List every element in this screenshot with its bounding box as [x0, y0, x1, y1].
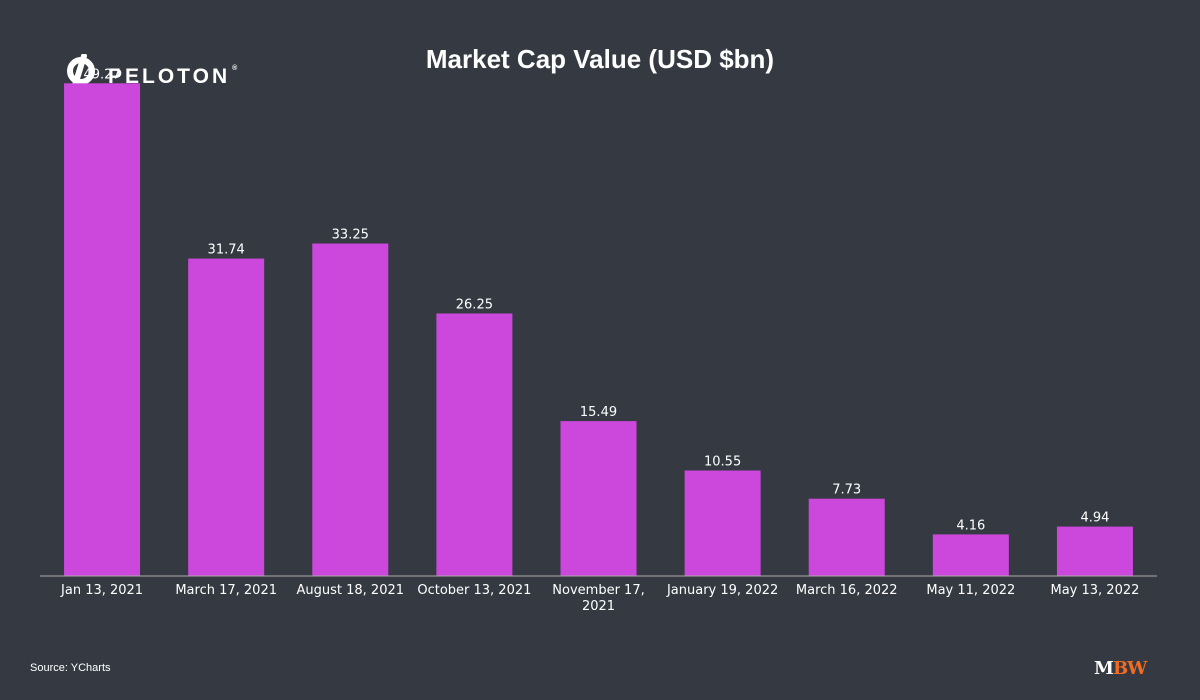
bar-3	[312, 243, 389, 576]
category-label-7: March 16, 2022	[796, 583, 898, 598]
bar-value-label-2: 31.74	[208, 243, 245, 258]
category-label-6: January 19, 2022	[666, 583, 778, 598]
bar-value-label-6: 10.55	[704, 455, 741, 470]
bar-5	[560, 421, 637, 576]
bar-value-label-7: 7.73	[832, 483, 861, 498]
category-label-4: October 13, 2021	[417, 583, 531, 598]
bar-4	[436, 313, 513, 576]
bar-9	[1056, 526, 1133, 576]
bar-8	[932, 534, 1009, 576]
bar-6	[684, 470, 761, 576]
chart-title: Market Cap Value (USD $bn)	[425, 44, 775, 74]
bar-value-label-4: 26.25	[456, 298, 493, 313]
bar-7	[808, 498, 885, 576]
category-label-1: Jan 13, 2021	[60, 583, 143, 598]
bar-value-label-9: 4.94	[1080, 511, 1109, 526]
source-note: Source: YCharts	[30, 662, 111, 674]
bar-value-label-8: 4.16	[956, 518, 985, 533]
mbw-logo: MBW	[1094, 658, 1147, 679]
bar-2	[188, 258, 265, 576]
category-label-2: March 17, 2021	[175, 583, 277, 598]
bar-value-label-3: 33.25	[332, 228, 369, 243]
category-label-3: August 18, 2021	[297, 583, 405, 598]
peloton-wordmark: PELOTON ®	[108, 65, 241, 88]
bar-value-label-1: 49.27	[83, 67, 120, 82]
category-label-5: November 17, 2021	[552, 583, 644, 614]
category-label-9: May 13, 2022	[1050, 583, 1139, 598]
bar-1	[64, 83, 141, 577]
bar-value-label-5: 15.49	[580, 405, 617, 420]
category-label-8: May 11, 2022	[926, 583, 1015, 598]
